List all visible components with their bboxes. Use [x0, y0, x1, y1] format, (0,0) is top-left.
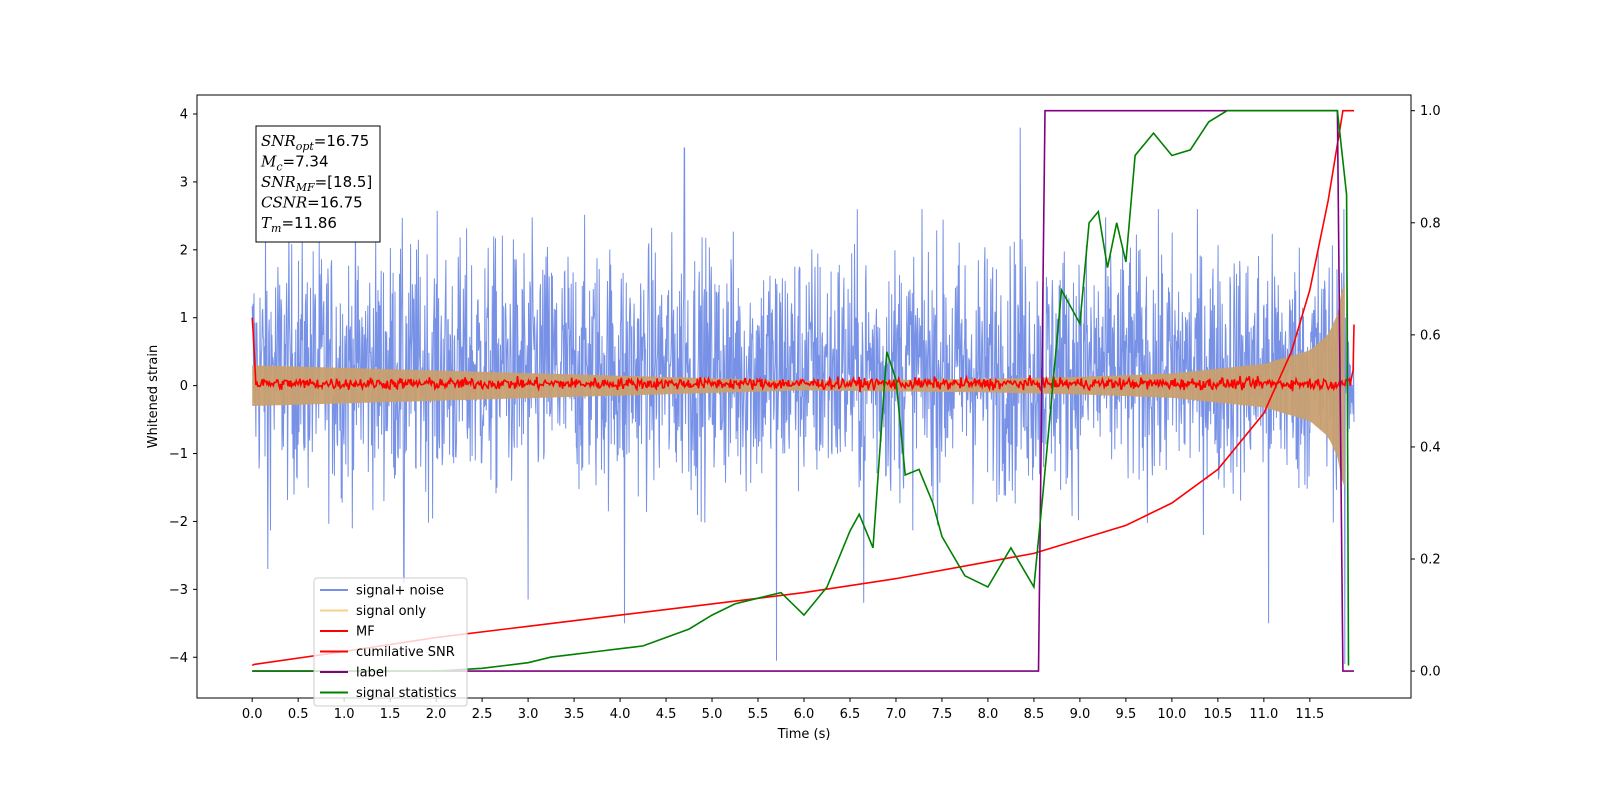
y-tick-label: −1: [169, 447, 188, 462]
x-tick-label: 2.0: [426, 707, 447, 722]
x-tick-label: 7.5: [932, 707, 953, 722]
x-tick-label: 10.0: [1157, 707, 1186, 722]
y-tick-label: 1: [180, 311, 188, 326]
annotation-line: Mc=7.34: [260, 153, 329, 174]
legend-label: label: [356, 666, 387, 681]
legend-frame: [313, 577, 468, 707]
parameter-annotation-box: SNRopt=16.75Mc=7.34SNRMF=[18.5]CSNR=16.7…: [255, 125, 381, 243]
x-tick-label: 11.0: [1249, 707, 1278, 722]
y2-tick-label: 0.0: [1420, 665, 1441, 680]
x-tick-label: 1.0: [334, 707, 355, 722]
y2-tick-label: 0.2: [1420, 553, 1441, 568]
x-tick-label: 3.5: [564, 707, 585, 722]
x-tick-label: 8.5: [1024, 707, 1045, 722]
x-tick-label: 8.0: [978, 707, 999, 722]
x-tick-label: 5.5: [748, 707, 769, 722]
y-axis-ticks: −4 −3 −2 −1 0 1 2 3 4: [169, 108, 197, 666]
annotation-line: Tm=11.86: [261, 214, 337, 235]
y2-tick-label: 0.8: [1420, 216, 1441, 231]
annotation-frame: [255, 125, 381, 243]
annotation-line: SNRMF=[18.5]: [261, 173, 372, 194]
x-tick-label: 6.5: [840, 707, 861, 722]
y2-tick-label: 0.6: [1420, 328, 1441, 343]
x-tick-label: 3.0: [518, 707, 539, 722]
x-tick-label: 4.0: [610, 707, 631, 722]
legend-label: MF: [356, 625, 375, 640]
x-tick-label: 9.0: [1070, 707, 1091, 722]
y-tick-label: −2: [169, 515, 188, 530]
x-axis-ticks: 0.0 0.5 1.0 1.5 2.0 2.5 3.0 3.5 4.0 4.5 5.0 5.5 6.0 6…: [242, 698, 1324, 722]
x-tick-label: 2.5: [472, 707, 493, 722]
x-tick-label: 10.5: [1203, 707, 1232, 722]
y-tick-label: 4: [180, 108, 188, 123]
x-tick-label: 11.5: [1295, 707, 1324, 722]
x-tick-label: 5.0: [702, 707, 723, 722]
x-tick-label: 7.0: [886, 707, 907, 722]
y-tick-label: −4: [169, 651, 188, 666]
y-tick-label: 3: [180, 175, 188, 190]
legend-label: signal only: [356, 604, 426, 619]
x-axis-label: Time (s): [777, 727, 831, 742]
x-tick-label: 9.5: [1116, 707, 1137, 722]
legend-label: signal+ noise: [356, 584, 444, 599]
y-axis-label: Whitened strain: [146, 345, 161, 448]
x-tick-label: 1.5: [380, 707, 401, 722]
legend: signal+ noise signal only MF cumilative SNR…: [313, 577, 468, 707]
y-tick-label: 0: [180, 379, 188, 394]
series-signal-statistics-line: [252, 109, 1350, 672]
y-tick-label: 2: [180, 243, 188, 258]
series-cumulative-snr-line: [251, 109, 1354, 667]
legend-label: cumilative SNR: [356, 645, 455, 660]
series-mf-line: [251, 317, 1355, 393]
y2-axis-ticks: 0.0 0.2 0.4 0.6 0.8 1.0: [1411, 104, 1441, 680]
x-tick-label: 0.5: [288, 707, 309, 722]
y2-tick-label: 0.4: [1420, 440, 1441, 455]
x-tick-label: 6.0: [794, 707, 815, 722]
x-tick-label: 0.0: [242, 707, 263, 722]
series-label-line: [252, 109, 1354, 672]
annotation-line: SNRopt=16.75: [261, 132, 369, 153]
series-layer: [251, 109, 1355, 672]
legend-label: signal statistics: [356, 686, 457, 701]
annotation-line: CSNR=16.75: [261, 194, 363, 212]
y2-tick-label: 1.0: [1420, 104, 1441, 119]
y-tick-label: −3: [169, 583, 188, 598]
x-tick-label: 4.5: [656, 707, 677, 722]
